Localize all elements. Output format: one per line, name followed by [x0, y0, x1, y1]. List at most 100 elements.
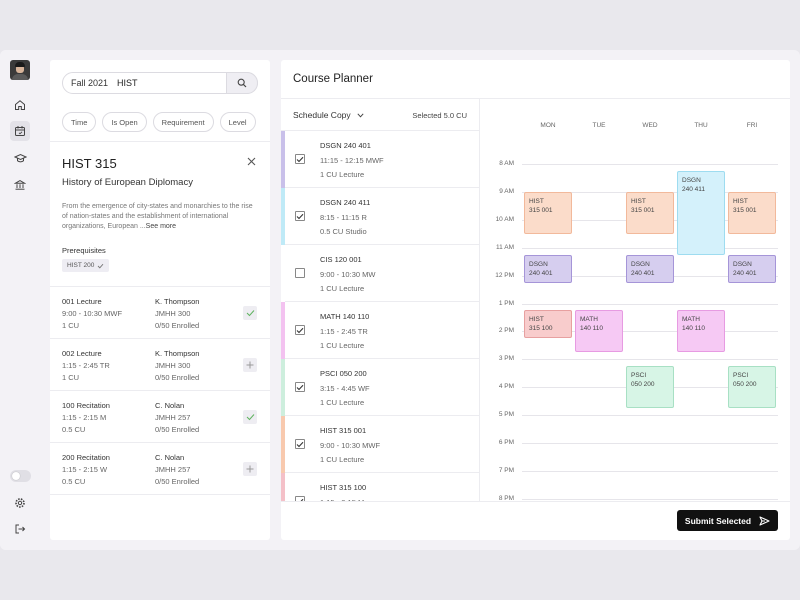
- filter-level[interactable]: Level: [219, 112, 256, 132]
- close-icon[interactable]: [244, 154, 258, 168]
- institution-icon[interactable]: [10, 175, 30, 195]
- meeting-time: 3:15 - 4:45 WF: [320, 383, 370, 393]
- hour-label: 4 PM: [498, 383, 514, 391]
- checkbox[interactable]: [295, 211, 305, 221]
- section-row[interactable]: 001 Lecture 9:00 - 10:30 MWF 1 CU K. Thomp…: [50, 287, 270, 339]
- section-row[interactable]: 002 Lecture 1:15 - 2:45 TR 1 CU K. Thompso…: [50, 339, 270, 391]
- add-section-button[interactable]: [243, 462, 257, 476]
- color-bar: [281, 131, 285, 188]
- course-info: 1 CU Lecture: [320, 398, 365, 407]
- search-button[interactable]: [226, 72, 258, 94]
- hour-label: 7 PM: [498, 466, 514, 474]
- course-section: HIST 315 100: [320, 483, 367, 492]
- checkbox[interactable]: [295, 268, 305, 278]
- course-code: HIST 315: [62, 156, 117, 171]
- add-section-button[interactable]: [243, 358, 257, 372]
- schedule-list-item[interactable]: DSGN 240 401 11:15 - 12:15 MWF 1 CU Lectur…: [281, 131, 479, 188]
- meeting-time: 9:00 - 10:30 MWF: [320, 440, 381, 450]
- hour-gridline: [522, 331, 778, 333]
- section-row[interactable]: 200 Recitation 1:15 - 2:15 W 0.5 CU C. Nol…: [50, 443, 270, 495]
- hour-label: 10 AM: [495, 215, 514, 223]
- section-added-button[interactable]: [243, 306, 257, 320]
- send-icon: [759, 515, 770, 526]
- filter-chips: Time Is Open Requirement Level: [62, 112, 256, 132]
- hour-gridline: [522, 247, 778, 249]
- color-bar: [281, 473, 285, 501]
- schedule-list: DSGN 240 401 11:15 - 12:15 MWF 1 CU Lectur…: [281, 131, 479, 501]
- course-info: 1 CU Lecture: [320, 284, 365, 293]
- filter-time[interactable]: Time: [62, 112, 97, 132]
- gear-icon[interactable]: [10, 493, 30, 513]
- check-icon: [297, 498, 304, 501]
- theme-toggle[interactable]: [10, 470, 31, 482]
- calendar-event[interactable]: PSCI 050 200: [626, 366, 674, 409]
- hour-gridline: [522, 443, 778, 444]
- plus-icon: [246, 361, 254, 369]
- schedule-list-item[interactable]: CIS 120 001 9:00 - 10:30 MW 1 CU Lecture: [281, 245, 479, 302]
- search-bar[interactable]: Fall 2021 HIST: [62, 72, 258, 94]
- calendar-event[interactable]: DSGN 240 401: [524, 254, 572, 283]
- checkbox[interactable]: [295, 154, 305, 164]
- schedule-list-item[interactable]: PSCI 050 200 3:15 - 4:45 WF 1 CU Lecture: [281, 359, 479, 416]
- week-calendar: MON TUE WED THU FRI 8 AM 9 AM 10 AM 11 AM 12 PM 1 …: [480, 99, 790, 502]
- calendar-event[interactable]: PSCI 050 200: [728, 366, 776, 409]
- meeting-time: 1:15 - 2:15 M: [320, 496, 366, 502]
- divider: [50, 141, 270, 142]
- calendar-event[interactable]: HIST 315 100: [524, 310, 572, 339]
- schedule-select[interactable]: Schedule Copy: [293, 110, 364, 120]
- course-info: 1 CU Lecture: [320, 341, 365, 350]
- search-input[interactable]: HIST: [117, 78, 138, 88]
- calendar-event[interactable]: HIST 315 001: [728, 191, 776, 234]
- divider: [479, 99, 480, 501]
- hour-label: 12 PM: [495, 271, 514, 279]
- divider: [281, 98, 790, 99]
- schedule-list-item[interactable]: HIST 315 001 9:00 - 10:30 MWF 1 CU Lecture: [281, 416, 479, 473]
- day-header: WED: [642, 122, 658, 129]
- hour-gridline: [522, 498, 778, 500]
- schedule-header: Schedule Copy Selected 5.0 CU: [281, 99, 479, 131]
- calendar-event[interactable]: HIST 315 001: [524, 191, 572, 234]
- color-bar: [281, 188, 285, 245]
- calendar-event[interactable]: DSGN 240 401: [626, 254, 674, 283]
- hour-gridline: [522, 303, 778, 305]
- hour-label: 9 AM: [499, 187, 514, 195]
- calendar-event[interactable]: DSGN 240 411: [677, 170, 725, 255]
- page-title: Course Planner: [293, 73, 373, 85]
- calendar-event[interactable]: HIST 315 001: [626, 191, 674, 234]
- day-header: FRI: [746, 122, 758, 129]
- hour-gridline: [522, 415, 778, 417]
- hour-label: 8 PM: [498, 494, 514, 502]
- home-icon[interactable]: [10, 95, 30, 115]
- checkbox[interactable]: [295, 439, 305, 449]
- hour-label: 2 PM: [498, 327, 514, 335]
- section-row[interactable]: 100 Recitation 1:15 - 2:15 M 0.5 CU C. Nol…: [50, 391, 270, 443]
- nav-rail: [0, 50, 40, 550]
- meeting-time: 9:00 - 10:30 MW: [320, 269, 376, 279]
- checkbox[interactable]: [295, 496, 305, 501]
- checkbox[interactable]: [295, 325, 305, 335]
- day-header: MON: [540, 122, 556, 129]
- check-icon: [296, 327, 304, 333]
- calendar-event[interactable]: DSGN 240 401: [728, 254, 776, 283]
- calendar-event[interactable]: MATH 140 110: [677, 310, 725, 353]
- filter-is-open[interactable]: Is Open: [102, 112, 147, 132]
- day-header: TUE: [592, 122, 606, 129]
- submit-selected-button[interactable]: Submit Selected: [677, 510, 778, 531]
- section-added-button[interactable]: [243, 410, 257, 424]
- check-icon: [98, 263, 104, 268]
- graduation-cap-icon[interactable]: [10, 148, 30, 168]
- schedule-list-item[interactable]: DSGN 240 411 8:15 - 11:15 R 0.5 CU Studio: [281, 188, 479, 245]
- logout-icon[interactable]: [10, 519, 30, 539]
- see-more-link[interactable]: See more: [145, 223, 177, 230]
- checkbox[interactable]: [295, 382, 305, 392]
- color-bar: [281, 245, 285, 302]
- term-select[interactable]: Fall 2021: [71, 78, 109, 88]
- calendar-event[interactable]: MATH 140 110: [575, 310, 623, 353]
- filter-requirement[interactable]: Requirement: [152, 112, 214, 132]
- avatar[interactable]: [10, 60, 30, 80]
- calendar-icon[interactable]: [10, 121, 30, 141]
- schedule-list-item[interactable]: MATH 140 110 1:15 - 2:45 TR 1 CU Lecture: [281, 302, 479, 359]
- divider: [50, 286, 270, 287]
- schedule-list-item[interactable]: HIST 315 100 1:15 - 2:15 M: [281, 473, 479, 501]
- hour-label: 6 PM: [498, 439, 514, 446]
